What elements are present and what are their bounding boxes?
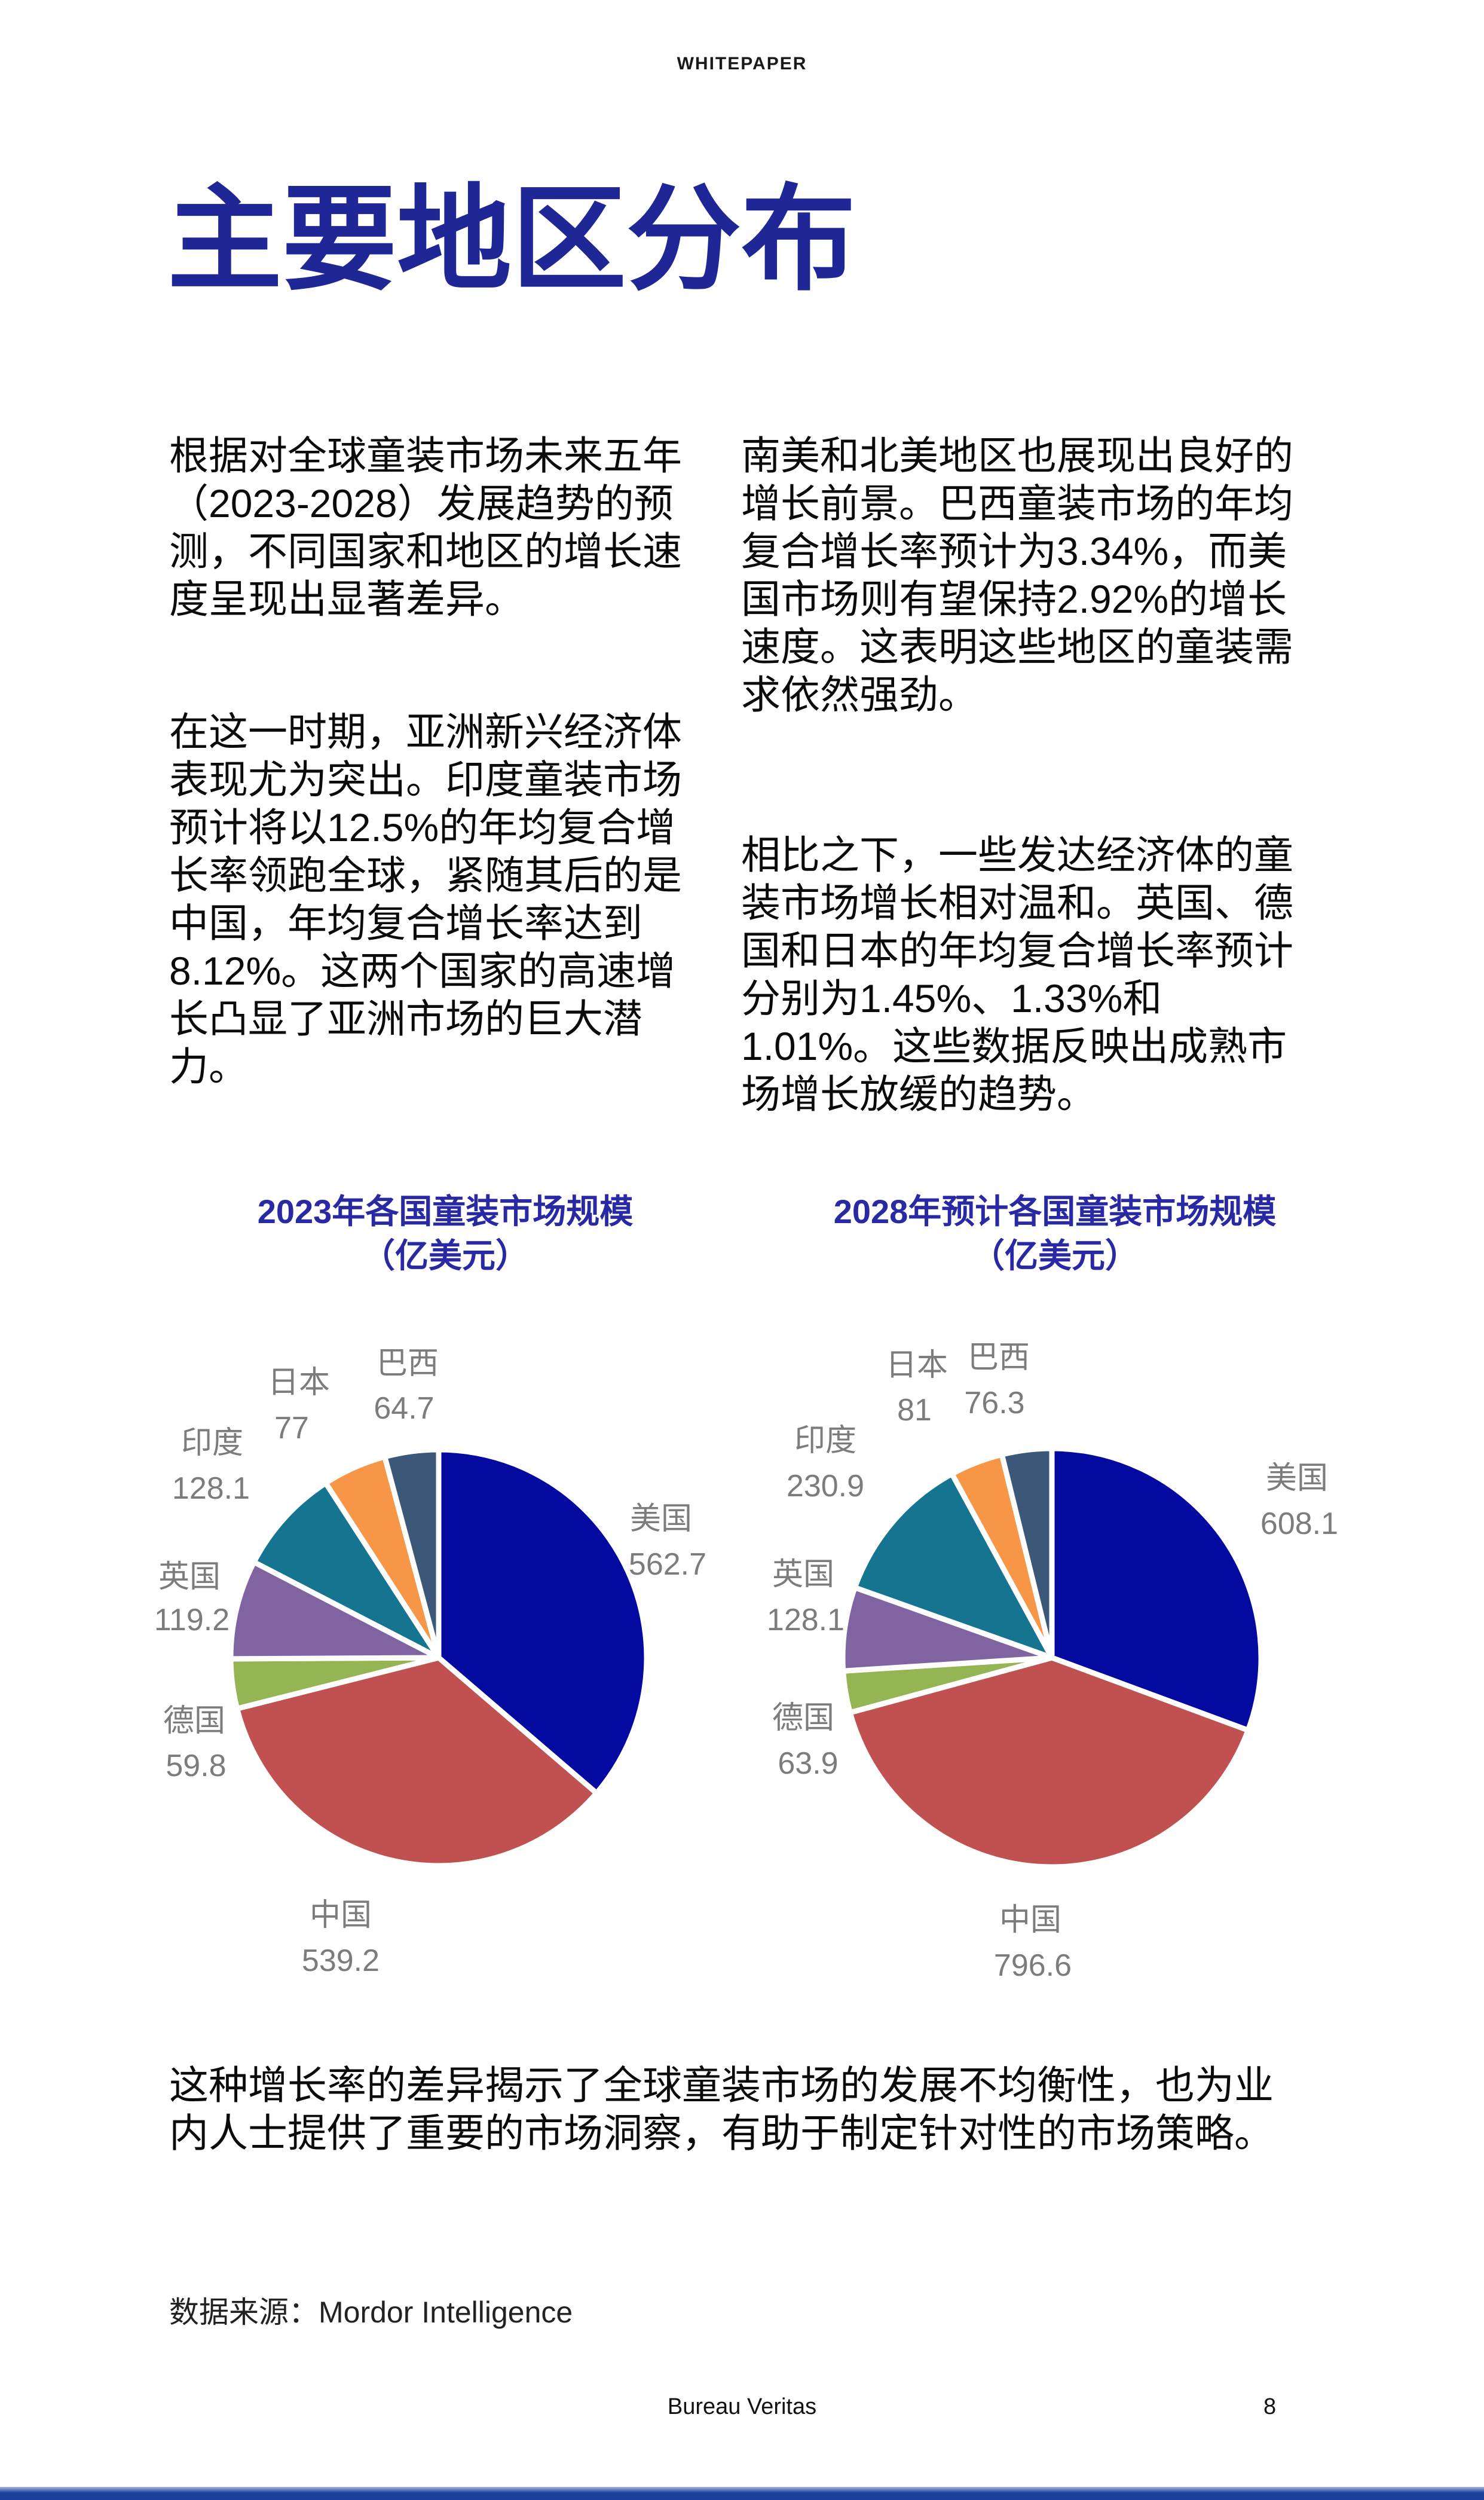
- pie-2023-label-india-value: 128.1: [172, 1471, 250, 1506]
- pie-2023-slice-india: [250, 1479, 446, 1665]
- pie-2028-label-india-value: 230.9: [786, 1469, 865, 1503]
- pie-2028-slice-india: [851, 1470, 1058, 1663]
- pie-2028-label-china-name: 中国: [999, 1903, 1061, 1937]
- pie-2028-slice-brazil: [998, 1445, 1055, 1659]
- page-title: 主要地区分布: [167, 175, 856, 304]
- pie-2028-label-germany-value: 63.9: [778, 1746, 839, 1781]
- pie-2023-label-uk-name: 英国: [158, 1560, 221, 1594]
- footer-bar: [0, 2487, 1484, 2500]
- pie-2028-slice-uk: [840, 1584, 1053, 1674]
- pie-2028-label-germany-name: 德国: [772, 1701, 834, 1735]
- pie-2023-label-japan-value: 77: [274, 1411, 309, 1445]
- pie-2028-slice-china: [846, 1655, 1252, 1870]
- pie-2023-slice-us: [436, 1447, 650, 1797]
- pie-2028-label-us-value: 608.1: [1260, 1506, 1339, 1541]
- pie-2023-label-brazil-value: 64.7: [374, 1391, 435, 1426]
- pie-2023-slice-uk: [228, 1558, 440, 1662]
- chart-title-2028: 2028年预计各国童装市场规模 （亿美元）: [833, 1193, 1277, 1275]
- pie-2023-label-germany-value: 59.8: [166, 1749, 227, 1783]
- pie-2023-label-china-name: 中国: [309, 1898, 372, 1933]
- pie-2028-label-us-name: 美国: [1265, 1461, 1328, 1496]
- paragraph-americas-growth: 南美和北美地区也展现出良好的 增长前景。巴西童装市场的年均 复合增长率预计为3.…: [741, 433, 1293, 717]
- pie-chart-2028: [840, 1445, 1264, 1870]
- pie-2028-label-uk-value: 128.1: [766, 1603, 845, 1637]
- pie-2028-slice-us: [1049, 1445, 1264, 1734]
- paragraph-intro: 根据对全球童装市场未来五年 （2023-2028）发展趋势的预 测，不同国家和地…: [169, 433, 682, 621]
- pie-2023-label-germany-name: 德国: [163, 1704, 225, 1738]
- pie-2028-label-japan-value: 81: [897, 1393, 932, 1428]
- paragraph-developed-markets: 相比之下，一些发达经济体的童 装市场增长相对温和。英国、德 国和日本的年均复合增…: [741, 833, 1293, 1116]
- pie-2023-label-us-name: 美国: [629, 1502, 692, 1536]
- pie-2023-label-brazil-name: 巴西: [376, 1346, 439, 1381]
- data-source: 数据来源：Mordor Intelligence: [169, 2296, 573, 2329]
- pie-2023-label-us-value: 562.7: [628, 1547, 707, 1582]
- pie-2023-label-china-value: 539.2: [301, 1943, 380, 1978]
- pie-2023-label-japan-name: 日本: [267, 1365, 330, 1400]
- pie-2028-label-brazil-value: 76.3: [964, 1386, 1025, 1420]
- column-left: 根据对全球童装市场未来五年 （2023-2028）发展趋势的预 测，不同国家和地…: [169, 432, 702, 1090]
- header-brand: WHITEPAPER: [677, 54, 807, 74]
- closing-paragraph: 这种增长率的差异揭示了全球童装市场的发展不均衡性，也为业 内人士提供了重要的市场…: [169, 2063, 1274, 2155]
- pie-2028-label-brazil-name: 巴西: [967, 1340, 1030, 1375]
- footer-company-name: Bureau Veritas: [667, 2394, 817, 2419]
- pie-2023-slice-china: [234, 1655, 601, 1869]
- chart-title-2023: 2023年各国童装市场规模 （亿美元）: [257, 1193, 634, 1275]
- pie-2028-label-china-value: 796.6: [993, 1948, 1072, 1983]
- pie-2023-slice-brazil: [381, 1447, 442, 1659]
- pie-chart-2023: [228, 1447, 650, 1869]
- footer-page-number: 8: [1263, 2394, 1277, 2419]
- column-right: 南美和北美地区也展现出良好的 增长前景。巴西童装市场的年均 复合增长率预计为3.…: [741, 432, 1315, 1118]
- paragraph-asia-growth: 在这一时期，亚洲新兴经济体 表现尤为突出。印度童装市场 预计将以12.5%的年均…: [169, 710, 682, 1089]
- pie-2028-label-japan-name: 日本: [885, 1348, 948, 1383]
- pie-2023-label-india-name: 印度: [180, 1426, 243, 1460]
- pie-2028-label-india-name: 印度: [794, 1423, 856, 1458]
- pie-2023-label-uk-value: 119.2: [154, 1603, 230, 1637]
- pie-2028-label-uk-name: 英国: [772, 1557, 834, 1592]
